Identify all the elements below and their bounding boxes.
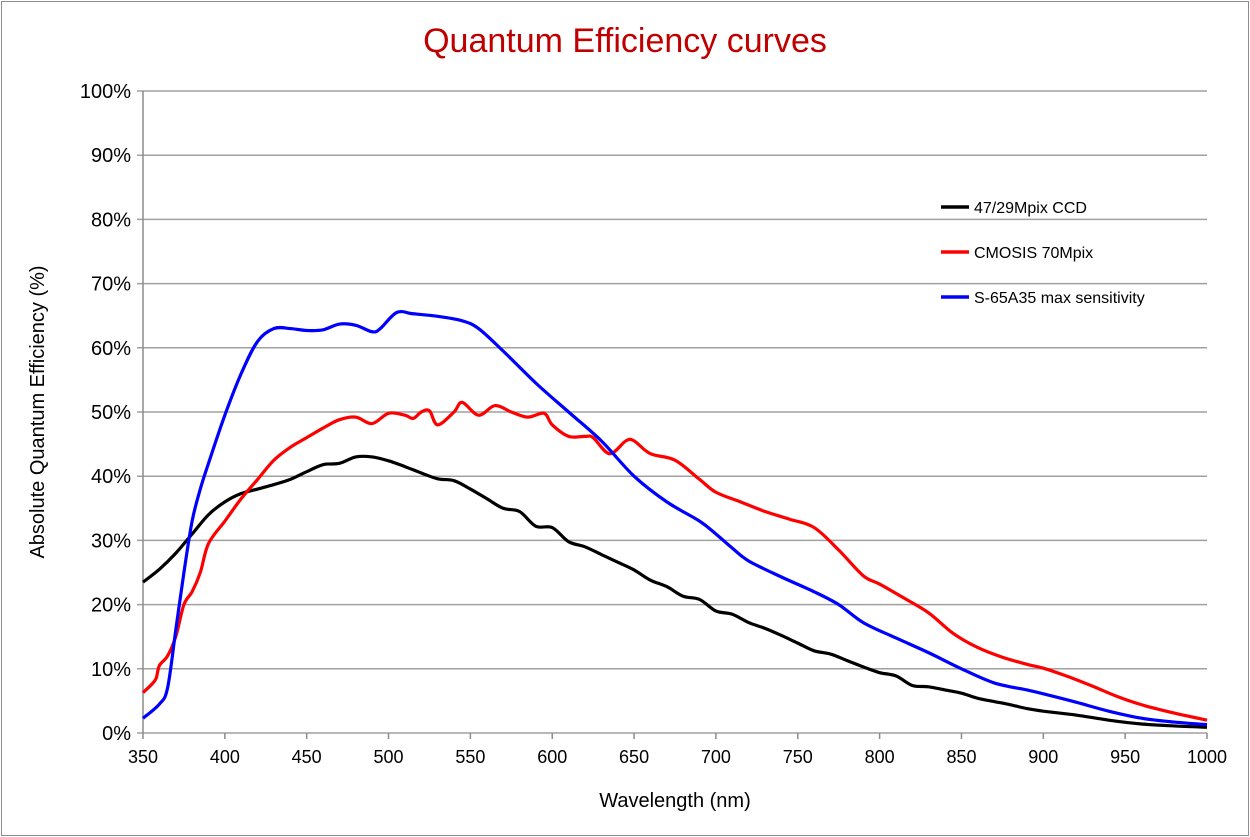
x-tick-label: 600: [537, 747, 567, 767]
y-axis-label: Absolute Quantum Efficiency (%): [27, 265, 49, 558]
y-tick-label: 60%: [91, 338, 131, 360]
x-tick-label: 1000: [1187, 747, 1227, 767]
y-tick-label: 70%: [91, 274, 131, 296]
x-tick-label: 950: [1110, 747, 1140, 767]
series-line-1: [141, 400, 1208, 722]
y-tick-label: 40%: [91, 466, 131, 488]
y-tick-label: 80%: [91, 209, 131, 231]
y-tick-label: 100%: [80, 81, 131, 103]
y-tick-label: 0%: [102, 723, 131, 745]
x-tick-label: 900: [1028, 747, 1058, 767]
chart-title: Quantum Efficiency curves: [423, 22, 827, 60]
legend-label: S-65A35 max sensitivity: [974, 290, 1145, 307]
x-tick-label: 450: [292, 747, 322, 767]
y-tick-label: 20%: [91, 595, 131, 617]
y-tick-label: 30%: [91, 530, 131, 552]
x-tick-label: 550: [455, 747, 485, 767]
x-tick-label: 850: [946, 747, 976, 767]
x-tick-label: 750: [783, 747, 813, 767]
y-tick-label: 10%: [91, 659, 131, 681]
x-tick-label: 800: [865, 747, 895, 767]
x-tick-label: 500: [374, 747, 404, 767]
x-tick-label: 650: [619, 747, 649, 767]
x-tick-label: 700: [701, 747, 731, 767]
x-axis-label: Wavelength (nm): [599, 790, 751, 812]
x-tick-label: 350: [128, 747, 158, 767]
x-tick-label: 400: [210, 747, 240, 767]
series-line-2: [141, 309, 1208, 727]
legend-label: CMOSIS 70Mpix: [974, 245, 1093, 262]
series-line-0: [142, 454, 1208, 729]
legend-label: 47/29Mpix CCD: [974, 200, 1087, 217]
y-tick-label: 50%: [91, 402, 131, 424]
y-tick-label: 90%: [91, 145, 131, 167]
